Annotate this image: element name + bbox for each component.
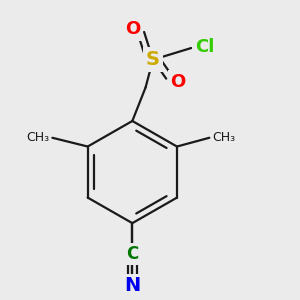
Text: N: N (124, 276, 140, 296)
Text: O: O (170, 73, 186, 91)
Text: CH₃: CH₃ (26, 131, 50, 144)
Text: C: C (126, 245, 139, 263)
Text: S: S (146, 50, 160, 69)
Text: O: O (125, 20, 140, 38)
Text: Cl: Cl (195, 38, 214, 56)
Text: CH₃: CH₃ (212, 131, 236, 144)
